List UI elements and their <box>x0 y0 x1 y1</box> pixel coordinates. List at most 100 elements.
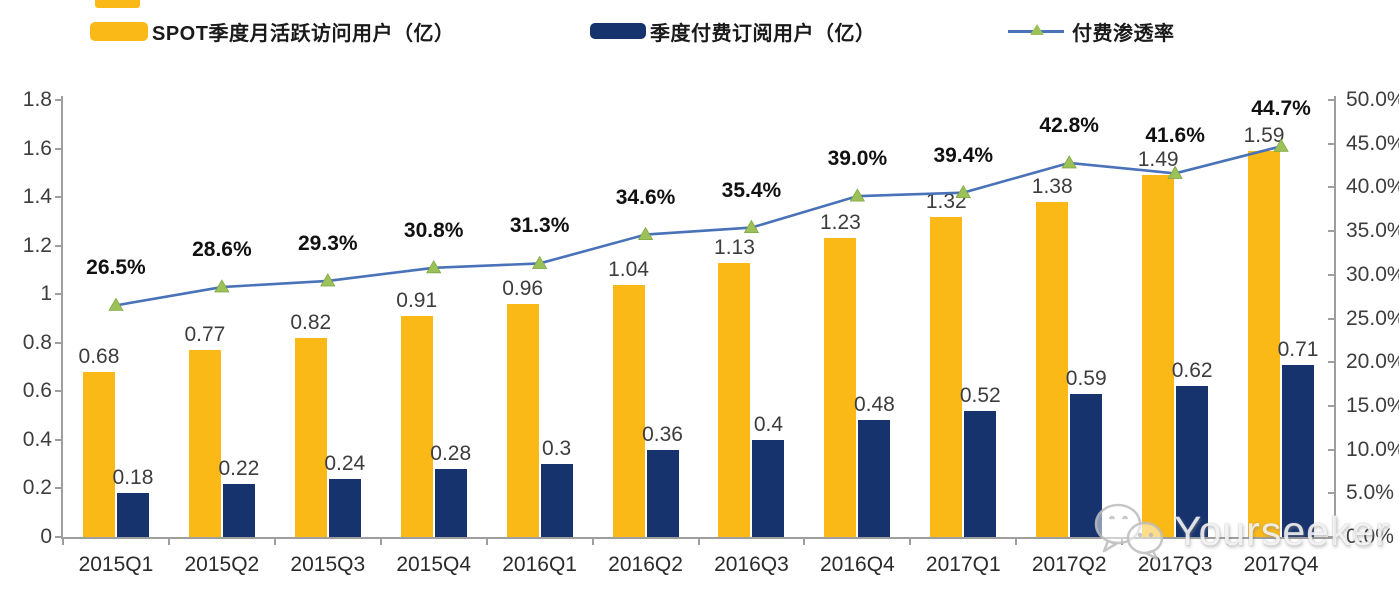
x-axis-tick <box>167 537 170 545</box>
bar-subscribers <box>752 439 785 537</box>
x-axis-label: 2016Q3 <box>714 553 789 576</box>
wechat-icon <box>1094 503 1164 561</box>
y-axis-left-label: 1.6 <box>22 136 52 160</box>
y-axis-right-tick <box>1328 317 1336 320</box>
y-axis-right-label: 10.0% <box>1346 437 1399 461</box>
legend-item-penetration: 付费渗透率 <box>1008 16 1175 46</box>
bar-label-mau: 1.13 <box>714 235 755 259</box>
triangle-marker-icon <box>637 226 654 240</box>
bar-mau <box>824 238 857 537</box>
x-axis-tick <box>909 537 912 545</box>
bar-label-subscribers: 0.71 <box>1277 337 1319 361</box>
bar-mau <box>400 316 433 537</box>
y-axis-right-tick <box>1328 492 1336 495</box>
y-axis-left-label: 0 <box>40 525 52 548</box>
bar-label-subscribers: 0.62 <box>1171 359 1213 383</box>
x-axis-tick <box>1333 537 1335 545</box>
bar-label-subscribers: 0.36 <box>642 422 683 446</box>
penetration-label: 30.8% <box>403 218 464 242</box>
bar-subscribers <box>222 483 255 537</box>
penetration-label: 34.6% <box>615 185 676 209</box>
y-axis-left-label: 1.2 <box>22 233 52 257</box>
y-axis-left-tick <box>55 244 63 247</box>
bar-label-mau: 0.68 <box>78 344 120 368</box>
bar-label-subscribers: 0.4 <box>753 412 784 436</box>
triangle-marker-icon <box>320 273 336 287</box>
bar-label-subscribers: 0.59 <box>1065 366 1107 390</box>
bar-label-subscribers: 0.28 <box>430 442 472 466</box>
bar-mau <box>188 350 221 537</box>
bar-subscribers <box>434 469 467 537</box>
y-axis-right-tick <box>1328 404 1336 407</box>
bar-label-mau: 0.82 <box>290 310 332 334</box>
y-axis-left-tick <box>55 293 63 296</box>
y-axis-right-label: 30.0% <box>1346 262 1399 286</box>
y-axis-right-label: 35.0% <box>1346 219 1399 243</box>
y-axis-right-label: 20.0% <box>1346 350 1399 374</box>
y-axis-left-label: 0.6 <box>22 379 52 403</box>
x-axis-label: 2015Q3 <box>290 553 366 576</box>
bar-subscribers <box>1070 393 1103 537</box>
legend-line-marker-icon <box>1008 21 1064 41</box>
y-axis-right-label: 0.0% <box>1346 525 1394 548</box>
y-axis-left-label: 1.4 <box>22 185 52 209</box>
y-axis-right-label: 40.0% <box>1346 175 1399 199</box>
x-axis-tick <box>485 537 488 545</box>
x-axis-label: 2016Q1 <box>502 553 577 576</box>
y-axis-left-tick <box>55 99 63 101</box>
penetration-label: 31.3% <box>509 214 570 238</box>
y-axis-left-tick <box>55 196 63 199</box>
watermark-text: Yourseeker <box>1174 507 1390 554</box>
triangle-marker-icon <box>1061 155 1077 169</box>
bar-label-mau: 1.38 <box>1031 174 1073 198</box>
watermark: Yourseeker <box>1090 498 1390 564</box>
x-axis-label: 2017Q4 <box>1243 553 1319 576</box>
x-axis-label: 2017Q1 <box>925 553 1001 576</box>
bar-label-mau: 1.59 <box>1243 123 1285 147</box>
triangle-marker-icon <box>108 297 124 311</box>
bar-mau <box>294 337 327 537</box>
y-axis-left-label: 0.4 <box>22 427 52 451</box>
y-axis-right-label: 15.0% <box>1346 393 1399 417</box>
y-axis-right-label: 25.0% <box>1346 306 1399 330</box>
triangle-marker-icon <box>426 260 442 274</box>
legend-item-mau: SPOT季度月活跃访问用户（亿） <box>90 16 454 46</box>
bar-label-subscribers: 0.52 <box>959 383 1001 407</box>
bar-label-subscribers: 0.48 <box>853 393 895 417</box>
y-axis-right-tick <box>1328 99 1336 101</box>
bar-subscribers <box>1282 364 1315 537</box>
x-axis-tick <box>1227 537 1230 545</box>
penetration-label: 39.0% <box>827 147 888 171</box>
x-axis-tick <box>1015 537 1018 545</box>
x-axis-label: 2015Q1 <box>78 553 154 576</box>
bar-mau <box>1142 175 1175 537</box>
y-axis-left-tick <box>55 438 63 441</box>
penetration-label: 28.6% <box>192 238 252 262</box>
y-axis-right-tick <box>1328 186 1336 189</box>
penetration-label: 29.3% <box>298 231 358 255</box>
y-axis-left-tick <box>55 147 63 150</box>
penetration-label: 26.5% <box>86 256 146 280</box>
y-axis-left-label: 1.8 <box>22 88 52 111</box>
penetration-label: 39.4% <box>933 143 994 167</box>
legend-swatch-subscribers <box>590 23 646 39</box>
legend-swatch-mau <box>90 21 148 41</box>
y-axis-left-label: 0.8 <box>22 330 52 354</box>
penetration-label: 35.4% <box>721 178 782 202</box>
x-axis-label: 2015Q4 <box>396 553 472 576</box>
y-axis-left <box>61 96 63 539</box>
bar-label-mau: 1.49 <box>1137 148 1179 172</box>
legend-label-mau: SPOT季度月活跃访问用户（亿） <box>152 22 455 45</box>
bar-label-subscribers: 0.18 <box>112 466 154 490</box>
bar-subscribers <box>964 410 997 537</box>
bar-mau <box>930 216 963 537</box>
bar-mau <box>82 371 115 537</box>
triangle-marker-icon <box>214 279 230 293</box>
y-axis-left-label: 0.2 <box>22 476 52 500</box>
y-axis-right-tick <box>1328 448 1336 451</box>
x-axis-label: 2016Q2 <box>608 553 683 576</box>
x-axis-tick <box>379 537 382 545</box>
y-axis-left-tick <box>55 487 63 490</box>
bar-label-mau: 0.91 <box>396 289 438 313</box>
x-axis-tick <box>803 537 806 545</box>
